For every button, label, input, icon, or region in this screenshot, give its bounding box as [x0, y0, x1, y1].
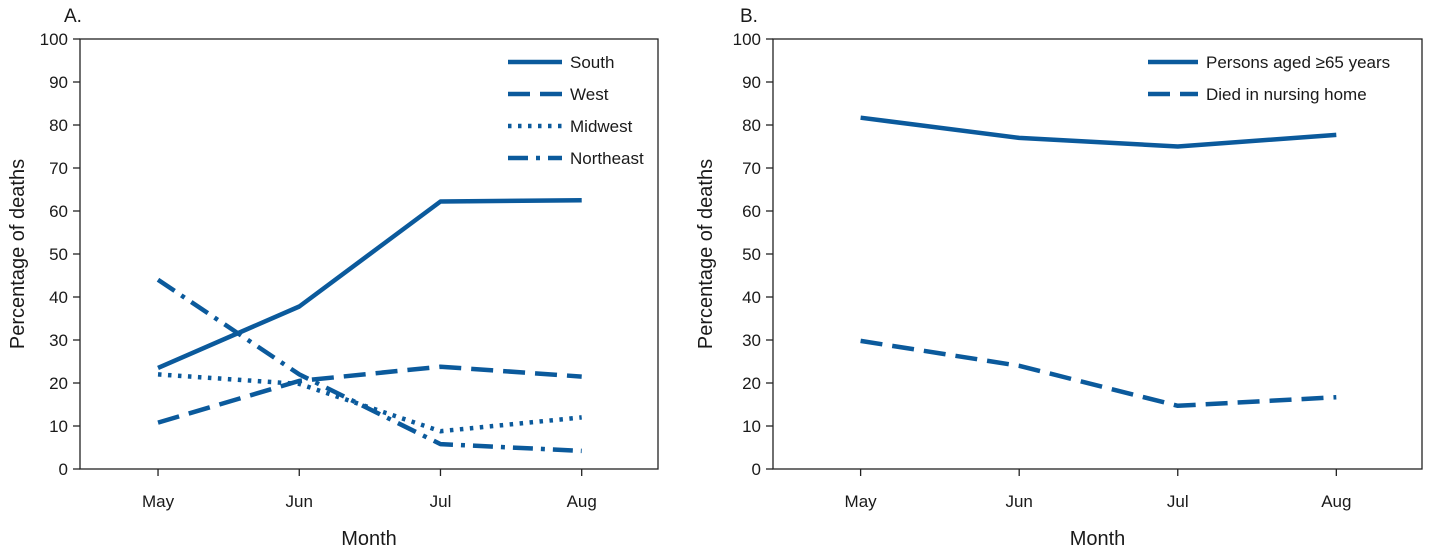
y-tick-label: 60 [742, 202, 761, 221]
series-line-northeast [156, 277, 582, 454]
series-line-south [157, 198, 582, 370]
y-tick-label: 10 [49, 417, 68, 436]
y-axis-title: Percentage of deaths [695, 159, 717, 349]
legend-label-died-in-nursing-home: Died in nursing home [1206, 85, 1367, 104]
x-tick-label: Aug [1321, 492, 1351, 511]
y-tick-label: 70 [742, 159, 761, 178]
legend-label-west: West [570, 85, 609, 104]
y-tick-label: 50 [742, 245, 761, 264]
y-tick-label: 100 [40, 30, 68, 49]
y-tick-label: 0 [752, 460, 761, 479]
panel-label: B. [740, 6, 758, 27]
y-tick-label: 30 [742, 331, 761, 350]
x-tick-label: Jun [286, 492, 313, 511]
y-tick-label: 0 [59, 460, 68, 479]
legend-label-south: South [570, 53, 614, 72]
y-tick-label: 60 [49, 202, 68, 221]
series-line-midwest [157, 372, 582, 434]
y-tick-label: 30 [49, 331, 68, 350]
y-tick-label: 90 [49, 73, 68, 92]
y-tick-label: 20 [742, 374, 761, 393]
x-tick-label: May [142, 492, 175, 511]
x-tick-label: May [845, 492, 878, 511]
legend-label-midwest: Midwest [570, 117, 633, 136]
y-tick-label: 40 [742, 288, 761, 307]
legend-label-persons-aged-65-years: Persons aged ≥65 years [1206, 53, 1390, 72]
y-tick-label: 100 [733, 30, 761, 49]
x-axis-title: Month [341, 528, 397, 550]
y-tick-label: 50 [49, 245, 68, 264]
x-tick-label: Jun [1005, 492, 1032, 511]
panel-label: A. [64, 6, 82, 27]
x-axis-title: Month [1070, 528, 1126, 550]
y-tick-label: 70 [49, 159, 68, 178]
chart-panel-b: B. 0 10 20 30 40 50 60 70 80 90 100 May Jun Jul Aug Mont… [695, 6, 1423, 550]
chart-panel-a: A. 0 10 20 30 40 50 60 70 80 90 100 May Jun Jul Aug Mont… [7, 6, 659, 550]
y-axis-title: Percentage of deaths [7, 159, 29, 349]
y-tick-label: 20 [49, 374, 68, 393]
x-tick-label: Jul [1167, 492, 1189, 511]
series-line-persons-aged-65-years [860, 115, 1337, 149]
series-line-died-in-nursing-home [860, 338, 1337, 409]
series-line-west [157, 364, 582, 425]
y-tick-label: 40 [49, 288, 68, 307]
y-tick-label: 90 [742, 73, 761, 92]
y-tick-label: 80 [742, 116, 761, 135]
legend-label-northeast: Northeast [570, 149, 644, 168]
x-tick-label: Jul [430, 492, 452, 511]
x-tick-label: Aug [567, 492, 597, 511]
y-tick-label: 80 [49, 116, 68, 135]
y-tick-label: 10 [742, 417, 761, 436]
